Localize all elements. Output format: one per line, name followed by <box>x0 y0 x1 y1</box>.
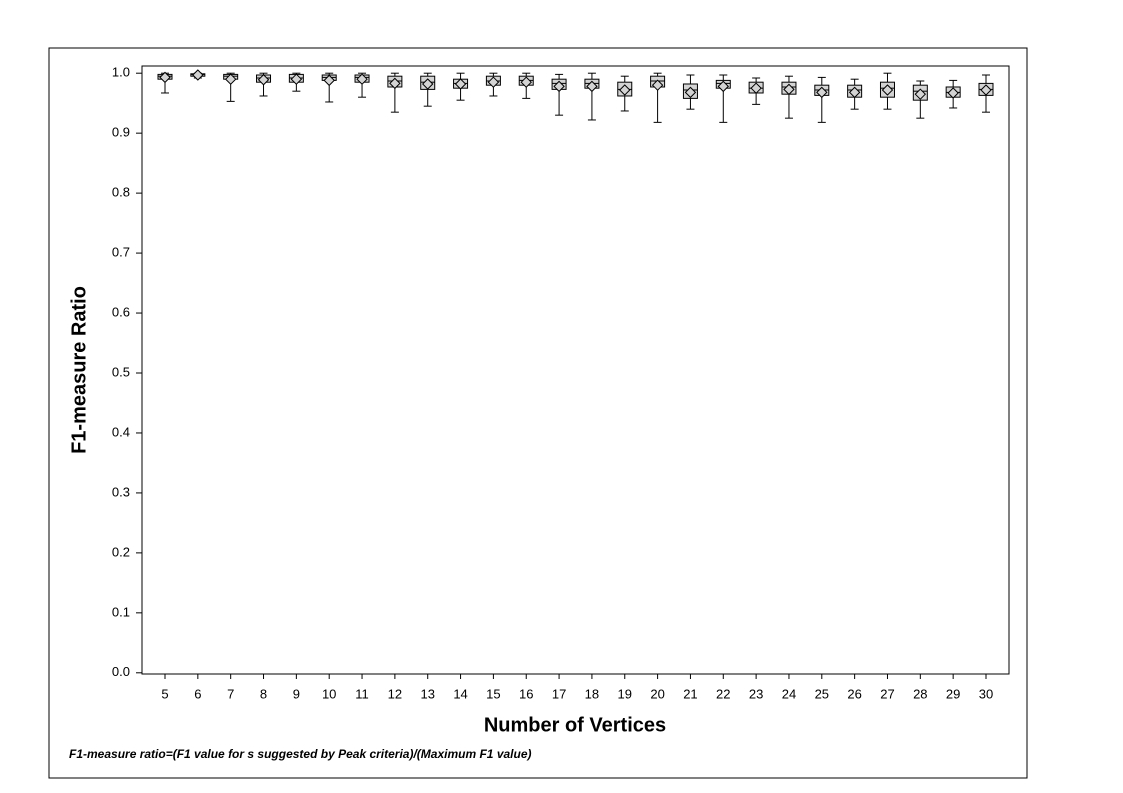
y-tick-label: 0.2 <box>112 544 130 559</box>
mean-diamond <box>947 87 959 99</box>
mean-diamond <box>323 74 335 87</box>
x-tick-label: 7 <box>227 686 234 701</box>
mean-diamond <box>356 73 368 85</box>
y-tick-label: 0.5 <box>112 364 130 379</box>
mean-diamond <box>553 80 565 93</box>
y-tick-label: 0.8 <box>112 185 130 200</box>
mean-diamond <box>750 82 762 94</box>
mean-diamond <box>422 78 434 90</box>
mean-diamond <box>651 79 664 91</box>
x-tick-label: 25 <box>815 686 829 701</box>
mean-diamond <box>224 73 237 85</box>
x-tick-label: 5 <box>161 686 168 701</box>
x-tick-label: 28 <box>913 686 927 701</box>
mean-diamond <box>389 77 401 90</box>
x-tick-label: 22 <box>716 686 730 701</box>
mean-diamond <box>619 84 631 96</box>
x-tick-label: 27 <box>880 686 894 701</box>
frame <box>48 47 1028 779</box>
mean-diamond <box>783 83 795 96</box>
x-tick-label: 19 <box>618 686 632 701</box>
y-tick-label: 0.3 <box>112 484 130 499</box>
mean-diamond <box>684 86 697 99</box>
x-tick-label: 29 <box>946 686 960 701</box>
mean-diamond <box>192 69 204 81</box>
mean-diamond <box>520 76 532 88</box>
x-tick-label: 16 <box>519 686 533 701</box>
x-tick-label: 26 <box>847 686 861 701</box>
y-tick-label: 1.0 <box>112 65 130 80</box>
x-tick-label: 8 <box>260 686 267 701</box>
y-tick-label: 0.9 <box>112 125 130 140</box>
y-tick-label: 0.7 <box>112 245 130 260</box>
x-tick-label: 30 <box>979 686 993 701</box>
mean-diamond <box>980 84 992 96</box>
x-tick-label: 6 <box>194 686 201 701</box>
x-tick-label: 17 <box>552 686 566 701</box>
mean-diamond <box>816 86 828 99</box>
x-tick-label: 13 <box>420 686 434 701</box>
mean-diamond <box>848 86 861 99</box>
mean-diamond <box>487 76 500 88</box>
x-tick-label: 9 <box>293 686 300 701</box>
x-tick-label: 12 <box>388 686 402 701</box>
mean-diamond <box>586 80 598 93</box>
x-tick-label: 20 <box>650 686 664 701</box>
x-tick-label: 23 <box>749 686 763 701</box>
y-tick-label: 0.4 <box>112 424 130 439</box>
mean-diamond <box>717 80 729 93</box>
x-axis-title: Number of Vertices <box>484 714 666 736</box>
mean-diamond <box>881 84 894 96</box>
mean-diamond <box>290 73 303 85</box>
y-tick-label: 0.6 <box>112 304 130 319</box>
y-axis-title: F1-measure Ratio <box>68 286 90 454</box>
plot-area <box>141 65 1010 675</box>
x-tick-label: 18 <box>585 686 599 701</box>
y-tick-label: 0.1 <box>112 604 130 619</box>
x-tick-label: 15 <box>486 686 500 701</box>
mean-diamond <box>159 71 171 84</box>
x-tick-label: 21 <box>683 686 697 701</box>
mean-diamond <box>454 78 467 90</box>
y-tick-label: 0.0 <box>112 664 130 679</box>
x-tick-label: 24 <box>782 686 796 701</box>
x-tick-label: 14 <box>453 686 467 701</box>
x-tick-label: 10 <box>322 686 336 701</box>
x-tick-label: 11 <box>355 686 369 701</box>
mean-diamond <box>257 74 270 86</box>
footnote: F1-measure ratio=(F1 value for s suggest… <box>69 747 532 761</box>
mean-diamond <box>914 88 927 100</box>
